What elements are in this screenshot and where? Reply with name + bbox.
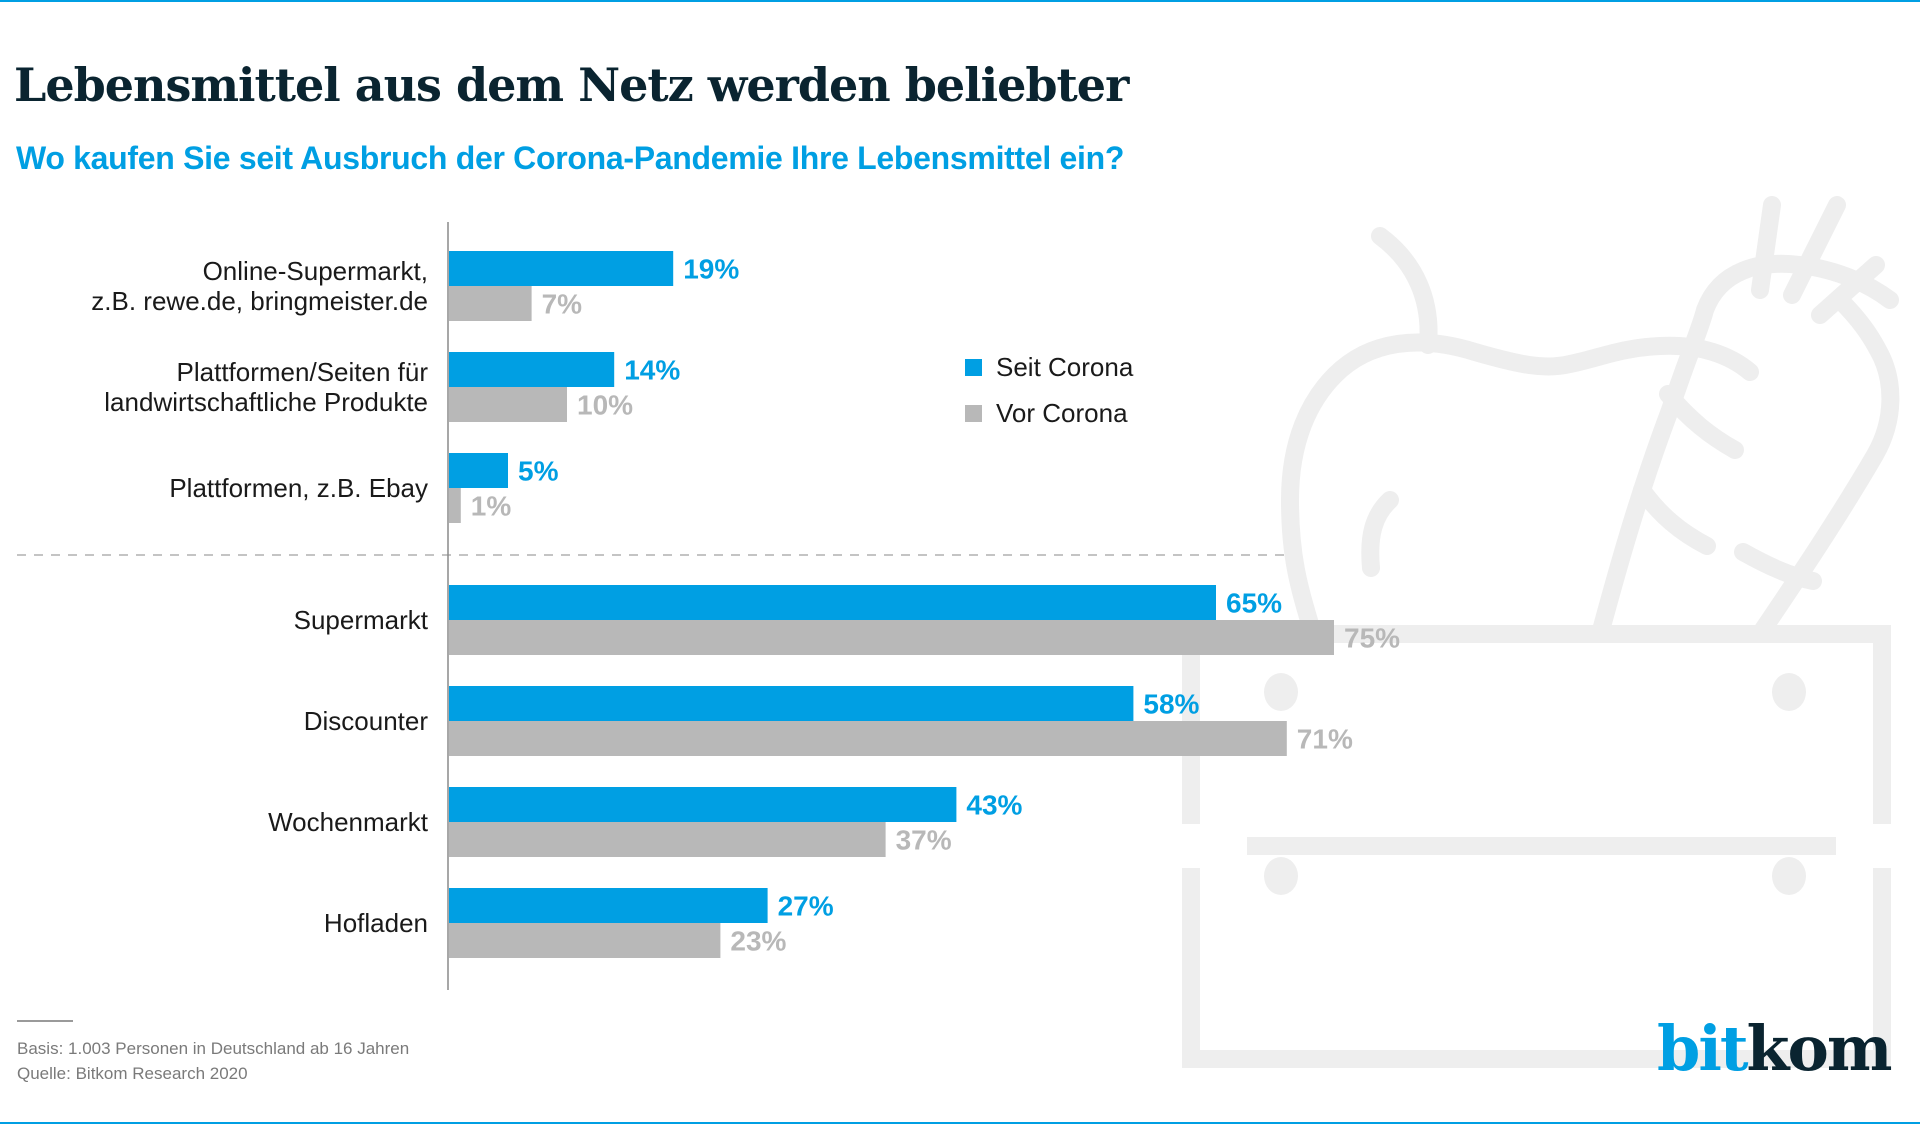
bar-vor-corona — [449, 721, 1287, 756]
carrot-leaf-3 — [1811, 256, 1885, 324]
value-label: 1% — [471, 491, 512, 522]
bar-vor-corona — [449, 488, 461, 523]
value-label: 37% — [896, 825, 952, 856]
crate-nail — [1264, 673, 1298, 711]
category-label: Wochenmarkt — [268, 807, 429, 837]
category-label: Discounter — [304, 706, 429, 736]
carrot-line-1 — [1659, 385, 1744, 459]
legend-label: Vor Corona — [996, 397, 1128, 428]
bottom-accent-line — [0, 1122, 1920, 1124]
category-label: Online-Supermarkt, — [203, 256, 428, 286]
bar-seit-corona — [449, 888, 768, 923]
crate-lower-frame — [1182, 868, 1891, 1068]
apple-stem — [1371, 227, 1438, 354]
apple-highlight — [1361, 491, 1399, 577]
logo-part-kom: kom — [1746, 1012, 1893, 1085]
carrot-leaf-2 — [1783, 196, 1846, 304]
legend-swatch-vor-corona — [965, 404, 982, 422]
carrot-outline-right — [1751, 291, 1900, 643]
legend-label: Seit Corona — [996, 351, 1134, 382]
value-label: 10% — [577, 390, 633, 421]
bar-seit-corona — [449, 686, 1134, 721]
footer-rule — [17, 1020, 73, 1022]
top-accent-line — [0, 0, 1920, 2]
value-label: 75% — [1344, 623, 1400, 654]
chart-title: Lebensmittel aus dem Netz werden beliebt… — [14, 58, 1129, 112]
bar-seit-corona — [449, 585, 1216, 620]
bitkom-logo: bitkom — [1657, 1018, 1892, 1080]
value-label: 19% — [683, 254, 739, 285]
value-label: 7% — [542, 289, 583, 320]
bar-vor-corona — [449, 387, 567, 422]
bar-seit-corona — [449, 453, 508, 488]
category-label: Plattformen, z.B. Ebay — [169, 473, 428, 503]
legend-item-seit-corona: Seit Corona — [965, 344, 1133, 390]
legend: Seit Corona Vor Corona — [965, 344, 1133, 436]
bar-seit-corona — [449, 251, 674, 286]
bar-seit-corona — [449, 787, 957, 822]
carrot-outline-left — [1591, 254, 1899, 643]
value-label: 43% — [966, 790, 1022, 821]
crate-nail — [1772, 673, 1806, 711]
carrot-leaf-1 — [1751, 196, 1781, 299]
category-label: z.B. rewe.de, bringmeister.de — [91, 286, 428, 316]
footer-basis: Basis: 1.003 Personen in Deutschland ab … — [17, 1039, 410, 1058]
carrot-line-2 — [1633, 481, 1716, 555]
footer-notes: Basis: 1.003 Personen in Deutschland ab … — [17, 1036, 409, 1086]
bar-vor-corona — [449, 620, 1334, 655]
bar-vor-corona — [449, 923, 721, 958]
bar-vor-corona — [449, 286, 532, 321]
category-label: landwirtschaftliche Produkte — [104, 387, 428, 417]
value-label: 65% — [1226, 588, 1282, 619]
bar-vor-corona — [449, 822, 886, 857]
chart-subtitle: Wo kaufen Sie seit Ausbruch der Corona-P… — [16, 140, 1125, 176]
apple-body — [1280, 333, 1759, 643]
legend-swatch-seit-corona — [965, 358, 982, 376]
logo-part-bit: bit — [1657, 1012, 1749, 1085]
crate-nail — [1772, 857, 1806, 895]
category-label: Plattformen/Seiten für — [177, 357, 429, 387]
value-label: 5% — [518, 456, 559, 487]
crate-nail — [1264, 857, 1298, 895]
footer-source: Quelle: Bitkom Research 2020 — [17, 1064, 248, 1083]
bar-seit-corona — [449, 352, 615, 387]
carrot-line-3 — [1734, 543, 1822, 590]
value-label: 71% — [1297, 724, 1353, 755]
category-label: Supermarkt — [294, 605, 429, 635]
value-label: 27% — [778, 891, 834, 922]
category-label: Hofladen — [324, 908, 428, 938]
legend-item-vor-corona: Vor Corona — [965, 390, 1133, 436]
value-label: 23% — [730, 926, 786, 957]
value-label: 14% — [624, 355, 680, 386]
value-label: 58% — [1143, 689, 1199, 720]
